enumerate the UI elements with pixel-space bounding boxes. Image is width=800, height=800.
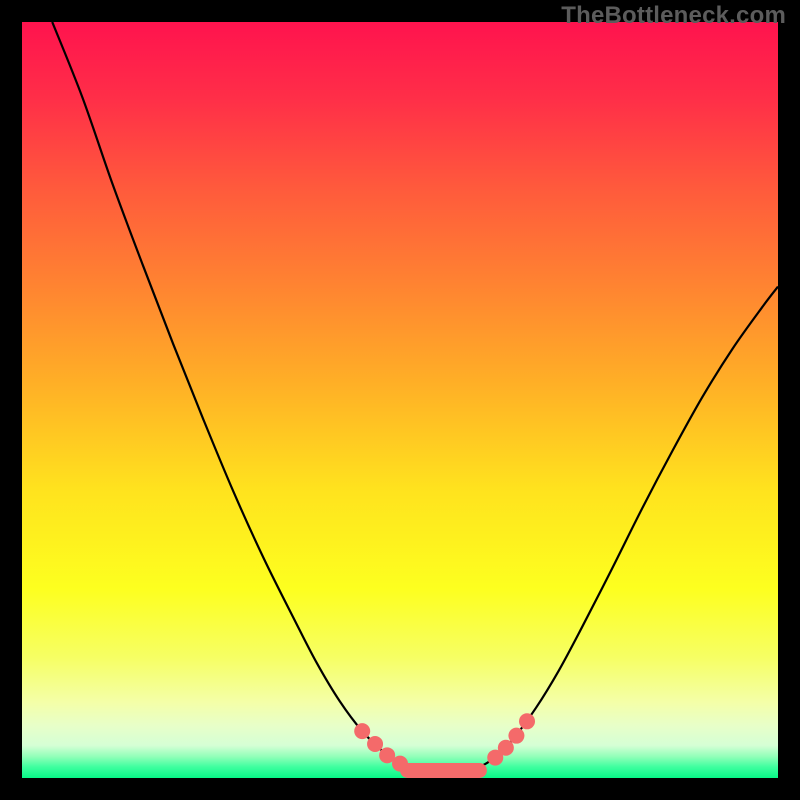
marker-point bbox=[498, 740, 514, 756]
plot-area bbox=[22, 22, 778, 778]
marker-point bbox=[508, 728, 524, 744]
watermark-text: TheBottleneck.com bbox=[561, 2, 786, 30]
chart-svg bbox=[22, 22, 778, 778]
marker-point bbox=[354, 723, 370, 739]
marker-point bbox=[519, 713, 535, 729]
gradient-background bbox=[22, 22, 778, 778]
marker-point bbox=[392, 756, 408, 772]
chart-frame: TheBottleneck.com bbox=[0, 0, 800, 800]
marker-point bbox=[367, 736, 383, 752]
